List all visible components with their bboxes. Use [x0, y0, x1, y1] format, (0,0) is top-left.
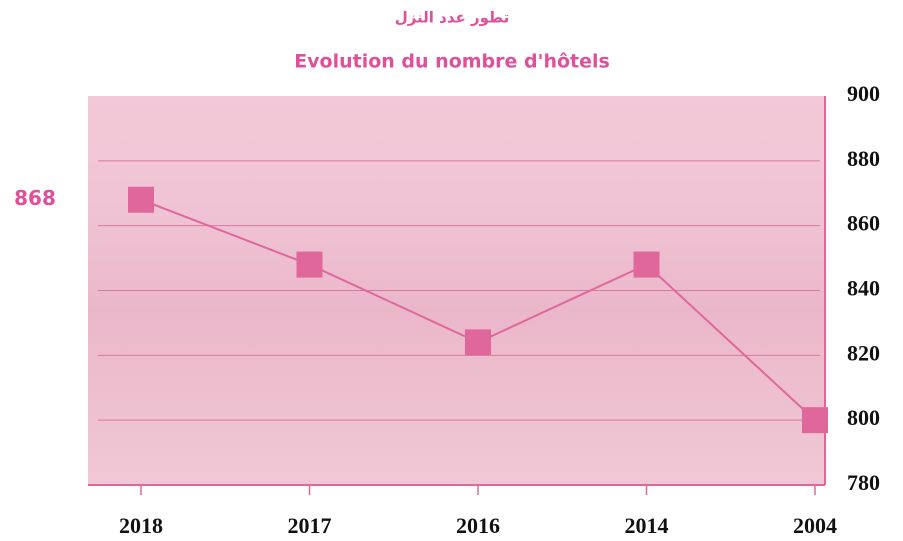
y-tick-label: 860 [847, 211, 880, 236]
marker [634, 252, 660, 278]
x-tick-label: 2014 [625, 513, 669, 538]
x-tick-label: 2017 [288, 513, 332, 538]
y-tick-label: 800 [847, 405, 880, 430]
data-label: 868 [14, 186, 56, 210]
y-tick-label: 780 [847, 470, 880, 495]
x-tick-label: 2016 [456, 513, 500, 538]
marker [465, 329, 491, 355]
chart: تطور عدد النزل Evolution du nombre d'hôt… [0, 0, 903, 541]
marker [802, 407, 828, 433]
chart-subtitle: تطور عدد النزل [395, 9, 510, 27]
y-tick-label: 820 [847, 340, 880, 365]
marker [128, 187, 154, 213]
y-tick-label: 880 [847, 146, 880, 171]
y-tick-label: 900 [847, 81, 880, 106]
x-tick-label: 2004 [793, 513, 837, 538]
chart-title: Evolution du nombre d'hôtels [294, 51, 610, 73]
marker [297, 252, 323, 278]
x-tick-label: 2018 [119, 513, 163, 538]
y-tick-label: 840 [847, 276, 880, 301]
